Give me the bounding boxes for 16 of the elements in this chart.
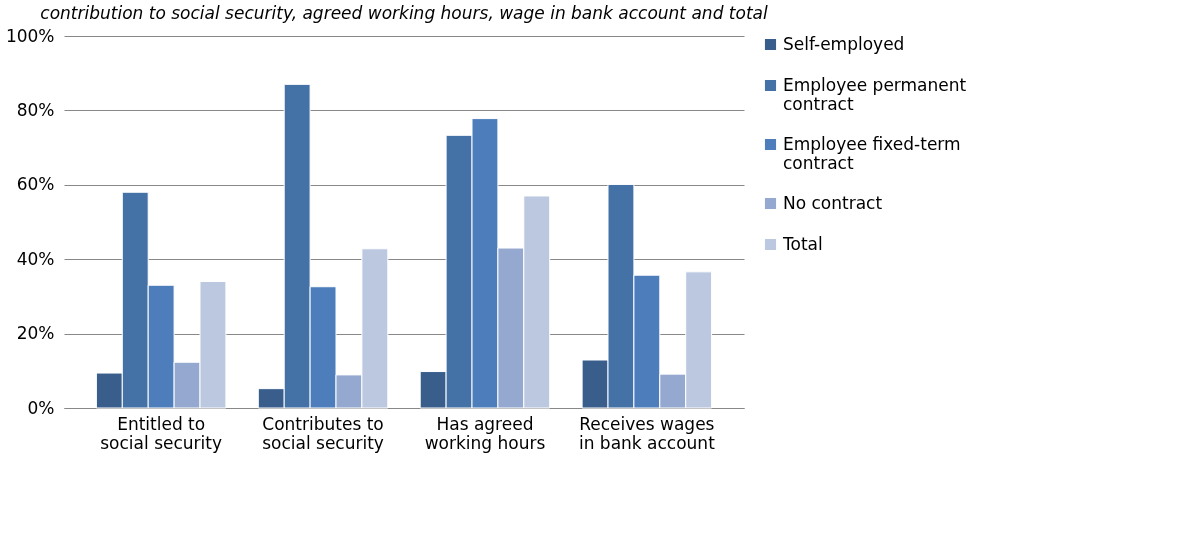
legend-label: Self-employed <box>783 33 905 54</box>
y-tick-label: 60% <box>16 174 55 195</box>
x-tick-label: Entitled to social security <box>100 413 223 453</box>
x-tick-label: Receives wages in bank account <box>578 413 716 453</box>
legend-label: Total <box>782 233 823 254</box>
y-tick-label: 40% <box>16 248 55 269</box>
x-tick-label: Contributes to social security <box>262 413 384 453</box>
y-tick-label: 0% <box>27 397 55 418</box>
legend-label: Employee permanent contract <box>783 74 967 114</box>
x-tick-label: Has agreed working hours <box>424 413 546 453</box>
chart-title: contribution to social security, agreed working hours, wage in bank account and total <box>40 3 768 23</box>
y-tick-label: 80% <box>16 99 55 120</box>
y-tick-label: 100% <box>5 25 55 46</box>
legend-label: Employee fixed-term contract <box>783 133 961 173</box>
legend-label: No contract <box>783 192 883 213</box>
y-tick-label: 20% <box>16 323 55 344</box>
